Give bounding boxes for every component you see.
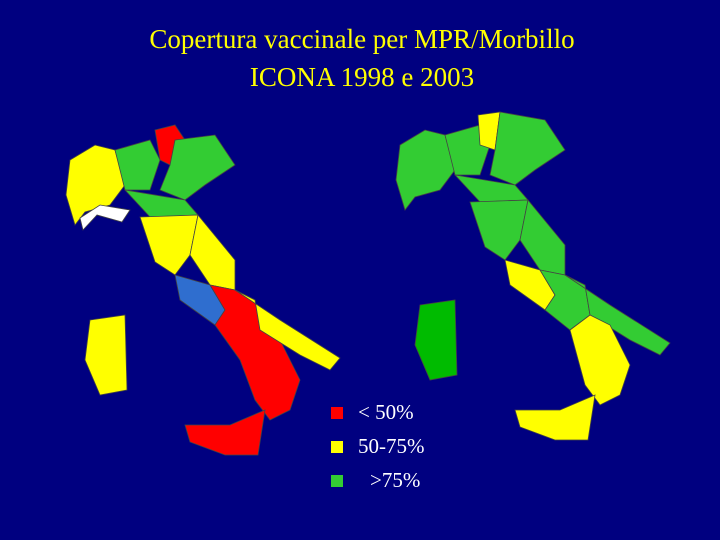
region (564, 274, 671, 356)
legend-marker (331, 407, 343, 419)
legend-label: 50-75% (358, 434, 425, 458)
region (444, 124, 491, 176)
title-line-2: ICONA 1998 e 2003 (250, 62, 474, 92)
region (159, 134, 236, 201)
region (514, 394, 596, 441)
region (184, 409, 266, 456)
region (569, 314, 631, 406)
map-1998 (65, 124, 341, 456)
region (65, 144, 126, 226)
legend-label: < 50% (358, 400, 414, 424)
legend-marker (331, 475, 343, 487)
region (395, 129, 456, 211)
region (79, 204, 131, 231)
legend: < 50% 50-75% >75% (331, 400, 425, 492)
region (84, 314, 128, 396)
legend-label: >75% (370, 468, 420, 492)
region (489, 111, 566, 186)
legend-marker (331, 441, 343, 453)
map-2003 (395, 111, 671, 441)
region (114, 139, 161, 191)
title-line-1: Copertura vaccinale per MPR/Morbillo (149, 24, 574, 54)
region (234, 289, 341, 371)
region (414, 299, 458, 381)
